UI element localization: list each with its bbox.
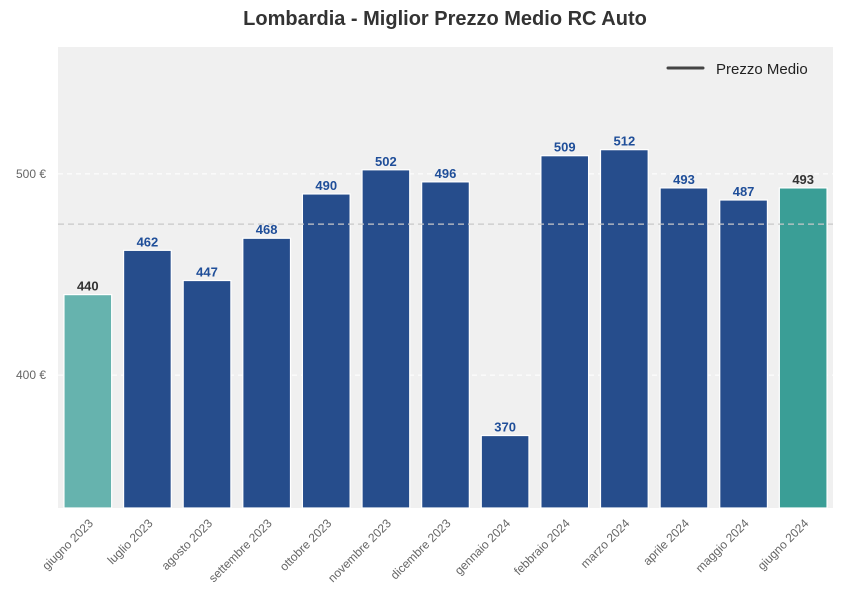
bar (122, 249, 172, 509)
x-tick-label: dicembre 2023 (388, 516, 454, 582)
x-tick-label: aprile 2024 (640, 516, 692, 568)
bar (421, 181, 470, 509)
data-label: 509 (554, 140, 576, 155)
bar (182, 279, 232, 509)
x-tick-label: giugno 2024 (755, 516, 812, 573)
legend-label: Prezzo Medio (716, 61, 808, 78)
bar (301, 193, 351, 509)
y-tick-label: 400 € (16, 368, 46, 382)
data-label: 490 (315, 178, 337, 193)
x-tick-label: settembre 2023 (206, 516, 275, 585)
data-label: 468 (256, 222, 278, 237)
data-label: 493 (673, 172, 695, 187)
x-tick-label: gennaio 2024 (452, 516, 514, 578)
bars-layer (63, 149, 828, 509)
x-tick-label: novembre 2023 (325, 516, 394, 585)
bar (242, 237, 292, 509)
bar (63, 294, 113, 509)
x-tick-label: marzo 2024 (578, 516, 633, 571)
bar (361, 169, 411, 509)
data-label: 502 (375, 154, 397, 169)
data-label: 462 (137, 234, 159, 249)
data-label: 493 (792, 172, 814, 187)
data-label: 487 (733, 184, 755, 199)
bar (599, 149, 649, 509)
x-axis-ticks: giugno 2023 luglio 2023 agosto 2023settemb… (39, 516, 811, 585)
x-tick-label: agosto 2023 (159, 516, 216, 573)
x-tick-label: febbraio 2024 (511, 516, 573, 578)
data-label: 440 (77, 279, 99, 294)
data-label: 496 (435, 166, 457, 181)
x-tick-label: maggio 2024 (693, 516, 752, 575)
x-tick-label: ottobre 2023 (277, 516, 335, 574)
bar (778, 187, 828, 509)
x-tick-label: luglio 2023 (105, 516, 156, 567)
data-labels-layer: 440 462 447 468 490 502 496 370 509 512 493 487 493 (77, 134, 814, 435)
chart-title: Lombardia - Miglior Prezzo Medio RC Auto (243, 8, 647, 30)
bar (540, 155, 590, 509)
legend: Prezzo Medio (666, 61, 808, 78)
x-tick-label: giugno 2023 (39, 516, 96, 573)
data-label: 447 (196, 265, 218, 280)
bar (659, 187, 709, 509)
data-label: 512 (613, 134, 635, 149)
y-tick-label: 500 € (16, 167, 46, 181)
bar (719, 199, 769, 509)
y-axis-ticks: 400 € 500 € (16, 167, 46, 382)
bar (480, 434, 530, 509)
data-label: 370 (494, 420, 516, 435)
